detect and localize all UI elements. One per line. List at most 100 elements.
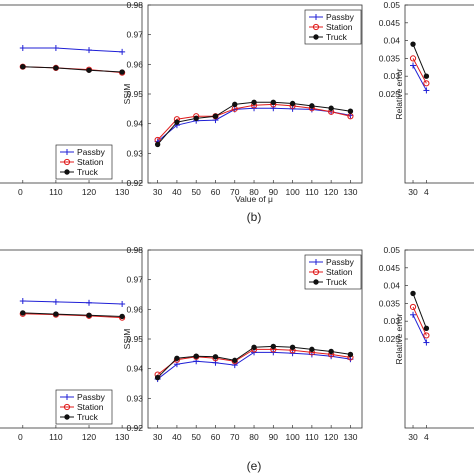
marker-dot-truck-2 [193,353,199,359]
marker-dot-truck-5 [251,344,257,351]
x-tick-label-6: 90 [269,432,279,442]
marker-dot-truck-4 [232,357,238,364]
series-line-truck [412,43,427,77]
marker-dot-truck-10 [347,108,354,114]
y-tick-label-0: 0.92 [126,423,143,433]
x-tick-label-2: 120 [82,187,96,197]
chart-panel-2: 0.92 0.93 0.94 0.95 0.96 0.97 0.98 30 40 50 60 70 80… [122,0,363,224]
marker-dot-truck-1 [423,325,430,332]
x-tick-label-8: 110 [305,432,319,442]
legend-label-passby: Passby [326,12,355,22]
marker-dot-truck-3 [212,354,219,360]
x-tick-label-2: 50 [191,432,201,442]
y-axis-label: SSIM [122,84,132,105]
y-tick-label-5: 0.97 [126,275,143,285]
x-tick-label-5: 80 [249,187,259,197]
marker-dot-legend-truck [313,279,319,285]
marker-dot-truck-7 [289,100,296,107]
y-axis-label: SSIM [122,329,132,350]
marker-circle-legend-station [63,403,71,411]
series-line-station [412,306,427,336]
y-tick-label-1: 0.045 [379,18,401,28]
marker-circle-legend-station [63,158,71,166]
x-tick-label-0: 0 [18,187,23,197]
x-tick-label-3: 60 [211,187,221,197]
series-line-station [157,103,351,141]
x-tick-label-3: 60 [211,432,221,442]
series-line-station [22,313,123,319]
legend-label-station: Station [326,22,353,32]
y-tick-label-2: 0.94 [126,364,143,374]
legend-label-station: Station [77,402,104,412]
marker-dot-truck-7 [289,344,296,351]
x-tick-label-10: 130 [343,187,357,197]
x-tick-label-1: 40 [172,432,182,442]
marker-dot-truck-4 [232,101,238,108]
x-tick-label-6: 90 [269,187,279,197]
legend-label-passby: Passby [77,147,106,157]
x-tick-label-3: 130 [115,187,129,197]
y-tick-label-1: 0.93 [126,393,143,403]
series-group [19,45,126,76]
y-tick-label-0: 0.92 [126,178,143,188]
legend-label-truck: Truck [326,277,348,287]
x-tick-label-3: 130 [115,432,129,442]
marker-dot-truck-1 [174,355,180,361]
series-line-truck [22,66,123,73]
y-tick-label-3: 0.95 [126,334,143,344]
x-tick-label-1: 40 [172,187,182,197]
y-tick-label-3: 0.035 [379,53,401,63]
marker-dot-truck-0 [20,310,26,316]
marker-dot-truck-0 [154,374,161,381]
y-tick-label-2: 0.04 [383,36,400,46]
x-tick-label-9: 120 [324,187,338,197]
marker-circle-station-0 [409,303,417,311]
y-tick-label-3: 0.035 [379,298,401,308]
panel-label: (e) [247,459,262,473]
chart-panel-6: 0.05 0.045 0.04 0.035 0.03 0.025 30 4 Relative e… [379,245,474,442]
marker-dot-truck-8 [309,346,315,353]
legend-label-passby: Passby [77,392,106,402]
marker-dot-legend-truck [313,34,319,40]
y-tick-label-5: 0.025 [379,334,401,344]
marker-dot-truck-1 [423,73,430,79]
y-tick-label-6: 0.98 [126,245,143,255]
x-tick-label-1: 110 [49,432,63,442]
marker-dot-truck-2 [193,115,199,122]
series-line-truck [22,312,123,317]
marker-circle-station-1 [423,80,430,87]
series-group [409,290,430,346]
x-tick-label-2: 120 [82,432,96,442]
y-tick-label-4: 0.03 [383,71,400,81]
y-tick-label-0: 0.05 [383,245,400,255]
y-tick-label-4: 0.03 [383,316,400,326]
plot-frame [404,4,474,184]
marker-dot-truck-0 [410,290,416,297]
series-line-truck [412,293,427,329]
y-axis-label: Relative error [394,313,404,364]
y-tick-label-6: 0.98 [126,0,143,10]
x-tick-label-7: 100 [286,432,300,442]
y-tick-label-5: 0.025 [379,89,401,99]
marker-dot-truck-10 [347,351,354,358]
x-tick-label-2: 50 [191,187,201,197]
legend-label-truck: Truck [326,32,348,42]
y-tick-label-0: 0.05 [383,0,400,10]
y-tick-label-1: 0.045 [379,263,401,273]
y-tick-label-2: 0.94 [126,119,143,129]
chart-panel-5: 0.92 0.93 0.94 0.95 0.96 0.97 0.98 30 40 50 60 70 80… [122,245,363,473]
plot-frame [404,249,474,429]
marker-dot-truck-6 [270,343,277,350]
marker-dot-legend-truck [64,169,70,175]
legend-label-station: Station [77,157,104,167]
series-line-passby [22,300,123,305]
marker-dot-truck-0 [410,41,416,47]
y-tick-label-1: 0.93 [126,148,143,158]
series-line-passby [22,47,123,53]
x-tick-label-5: 80 [249,432,259,442]
legend-label-truck: Truck [77,167,99,177]
marker-dot-truck-5 [251,99,257,106]
x-tick-label-8: 110 [305,187,319,197]
y-axis-label: Relative error [394,68,404,119]
